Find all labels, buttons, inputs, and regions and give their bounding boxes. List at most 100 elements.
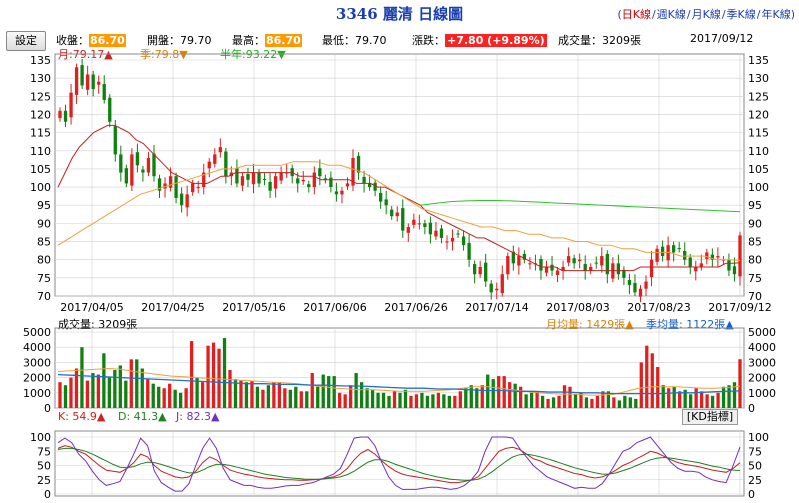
candle-body	[572, 258, 576, 264]
volume-tick-label-right: 2000	[748, 372, 776, 385]
kd-tick-label-right: 75	[748, 445, 762, 458]
candle-body	[478, 266, 482, 275]
volume-bar	[634, 398, 638, 408]
candle-body	[191, 183, 195, 193]
candle-body	[340, 190, 344, 195]
candle-body	[716, 256, 720, 258]
candle-body	[74, 67, 79, 95]
candle-body	[550, 264, 554, 271]
volume-bar	[584, 397, 589, 408]
volume-bar	[486, 374, 490, 408]
settings-button[interactable]: 設定	[6, 31, 46, 51]
candle-body	[660, 246, 665, 257]
candle-body	[506, 256, 510, 275]
candle-body	[500, 274, 504, 294]
volume-bar	[343, 394, 347, 408]
kd-tick-label-left: 100	[30, 431, 51, 444]
candle-body	[273, 176, 278, 189]
close-label: 收盤：	[56, 34, 89, 47]
candle-body	[589, 266, 593, 271]
volume-bar	[738, 359, 742, 408]
candle-body	[130, 154, 134, 186]
candle-body	[202, 172, 206, 188]
candle-body	[124, 168, 128, 184]
volume-bar	[211, 342, 216, 408]
volume-bar	[721, 386, 726, 408]
candle-body	[207, 161, 211, 169]
volume-bar	[705, 394, 709, 408]
price-tick-label-left: 110	[30, 145, 51, 158]
volume-bar	[244, 382, 249, 408]
period-year-link[interactable]: 年K線	[761, 8, 791, 21]
price-tick-label-left: 135	[30, 54, 51, 67]
volume-bar	[502, 376, 506, 408]
volume-bar	[568, 386, 572, 408]
period-month-link[interactable]: 月K線	[691, 8, 721, 21]
volume-bar	[63, 385, 68, 408]
volume-bar	[102, 353, 106, 408]
candle-body	[185, 194, 189, 208]
volume-bar	[184, 388, 188, 408]
volume-bar	[732, 382, 737, 408]
x-tick-label: 2017/09/12	[708, 301, 771, 314]
price-tick-label-right: 110	[748, 145, 769, 158]
volume-bar	[354, 373, 358, 408]
candle-body	[318, 168, 322, 177]
candle-body	[157, 178, 162, 191]
period-links: (日K線/週K線/月K線/季K線/年K線)	[617, 6, 795, 22]
quote-date: 2017/09/12	[690, 32, 754, 45]
volume-bar	[694, 388, 698, 408]
volume-bar	[590, 398, 594, 408]
candle-body	[555, 270, 560, 275]
kd-j-legend: J: 82.3▲	[176, 410, 219, 423]
volume-tick-label-right: 3000	[748, 356, 776, 369]
up-arrow-icon: ▲	[158, 410, 167, 423]
volume-bar	[656, 366, 660, 408]
candle-body	[522, 253, 527, 260]
volume-bar	[639, 362, 643, 408]
price-tick-label-right: 95	[748, 199, 762, 212]
candle-body	[544, 266, 549, 273]
period-day-link[interactable]: 日K線	[621, 8, 651, 21]
change-quote: 漲跌： +7.80 (+9.89%)	[412, 32, 547, 48]
candle-body	[677, 248, 681, 250]
x-tick-label: 2017/04/05	[60, 301, 123, 314]
candle-body	[279, 172, 283, 181]
volume-bar	[672, 386, 676, 408]
candle-body	[378, 192, 383, 202]
volume-bar	[513, 383, 517, 408]
candle-body	[412, 219, 416, 225]
price-tick-label-right: 115	[748, 127, 769, 140]
candle-body	[301, 179, 305, 182]
volume-bar	[233, 379, 238, 408]
period-week-link[interactable]: 週K線	[656, 8, 686, 21]
separator: /	[686, 8, 691, 21]
volume-bar	[387, 395, 391, 408]
price-tick-label-left: 125	[30, 90, 51, 103]
kd-k-line	[57, 445, 741, 484]
period-quarter-link[interactable]: 季K線	[726, 8, 756, 21]
candle-body	[738, 235, 742, 277]
volume-bar	[601, 391, 605, 408]
kd-tick-label-right: 0	[748, 488, 755, 501]
candle-body	[644, 281, 648, 289]
volume-bar	[667, 388, 671, 408]
candle-body	[58, 110, 62, 119]
price-tick-label-right: 85	[748, 236, 762, 249]
candle-body	[179, 193, 184, 206]
x-tick-label: 2017/05/16	[222, 301, 285, 314]
candle-body	[351, 158, 355, 186]
candle-body	[235, 168, 239, 184]
volume-bar	[299, 391, 303, 408]
x-tick-label: 2017/08/03	[546, 301, 609, 314]
up-arrow-icon: ▲	[725, 318, 734, 331]
candle-body	[108, 97, 112, 122]
price-tick-label-right: 100	[748, 181, 769, 194]
x-tick-label: 2017/06/06	[303, 301, 366, 314]
up-arrow-icon: ▲	[625, 318, 634, 331]
price-tick-label-left: 80	[37, 254, 51, 267]
open-label: 開盤：	[147, 34, 180, 47]
kd-indicator-button[interactable]: [KD指標]	[682, 409, 738, 425]
kd-d-legend: D: 41.3▲	[118, 410, 167, 423]
